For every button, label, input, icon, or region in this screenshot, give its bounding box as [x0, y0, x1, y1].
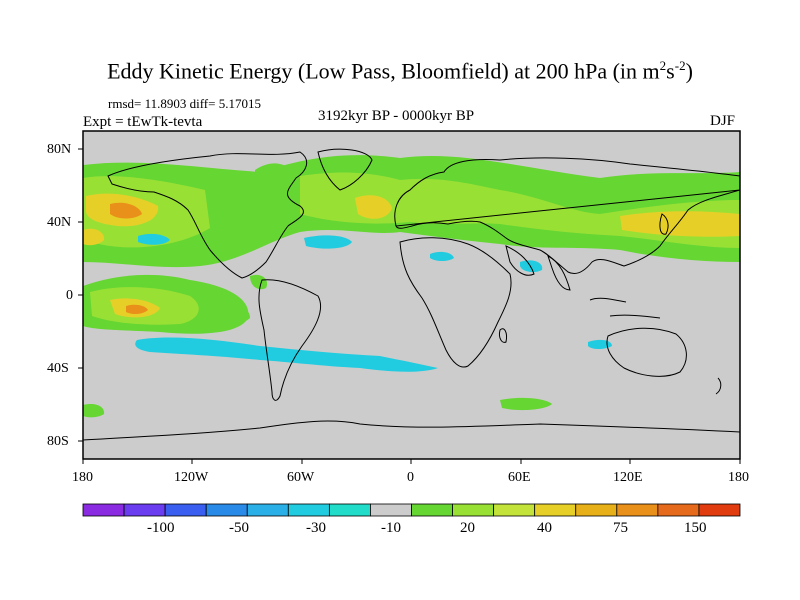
lon-label-60e: 60E [508, 470, 531, 485]
lon-label-0: 0 [407, 470, 414, 485]
colorbar-label: -10 [381, 520, 401, 536]
colorbar-segment [534, 503, 577, 517]
lat-label-80s: 80S [47, 434, 69, 449]
colorbar-label: 40 [537, 520, 552, 536]
colorbar-segment [205, 503, 248, 517]
period-label: 3192kyr BP - 0000kyr BP [318, 108, 475, 124]
colorbar-label: -30 [306, 520, 326, 536]
season-label: DJF [710, 113, 736, 129]
colorbar-segment [698, 503, 741, 517]
colorbar-segment [287, 503, 330, 517]
axis-ticks [78, 148, 741, 464]
colorbar-label: -50 [229, 520, 249, 536]
colorbar-segment [370, 503, 412, 517]
lat-label-80n: 80N [47, 142, 72, 157]
colorbar-label: -100 [147, 520, 175, 536]
colorbar-segment [411, 503, 453, 517]
colorbar-label: 75 [613, 520, 628, 536]
colorbar [82, 503, 741, 517]
lat-label-40s: 40S [47, 361, 69, 376]
lon-label-60w: 60W [287, 470, 315, 485]
colorbar-segment [575, 503, 618, 517]
experiment-label: Expt = tEwTk-tevta [83, 114, 203, 130]
negative-anomaly-patches [135, 233, 612, 372]
lon-label-180e: 180 [728, 470, 749, 485]
positive-anomaly-band-south [83, 274, 552, 418]
colorbar-label: 20 [460, 520, 475, 536]
coastlines [83, 148, 740, 441]
colorbar-label: 150 [684, 520, 707, 536]
map-title: Eddy Kinetic Energy (Low Pass, Bloomfiel… [107, 58, 693, 84]
stats-label: rmsd= 11.8903 diff= 5.17015 [108, 96, 261, 111]
lat-label-40n: 40N [47, 215, 72, 230]
colorbar-segment [328, 503, 371, 517]
colorbar-segment [493, 503, 536, 517]
colorbar-segment [452, 503, 495, 517]
colorbar-segment [82, 503, 125, 517]
colorbar-segment [164, 503, 207, 517]
lon-label-180w: 180 [72, 470, 93, 485]
lon-label-120e: 120E [613, 470, 643, 485]
colorbar-segment [657, 503, 700, 517]
colorbar-segment [616, 503, 659, 517]
positive-anomaly-band-north [83, 155, 740, 268]
lon-label-120w: 120W [174, 470, 209, 485]
colorbar-segment [246, 503, 289, 517]
lat-label-0: 0 [66, 288, 73, 303]
colorbar-segment [123, 503, 166, 517]
